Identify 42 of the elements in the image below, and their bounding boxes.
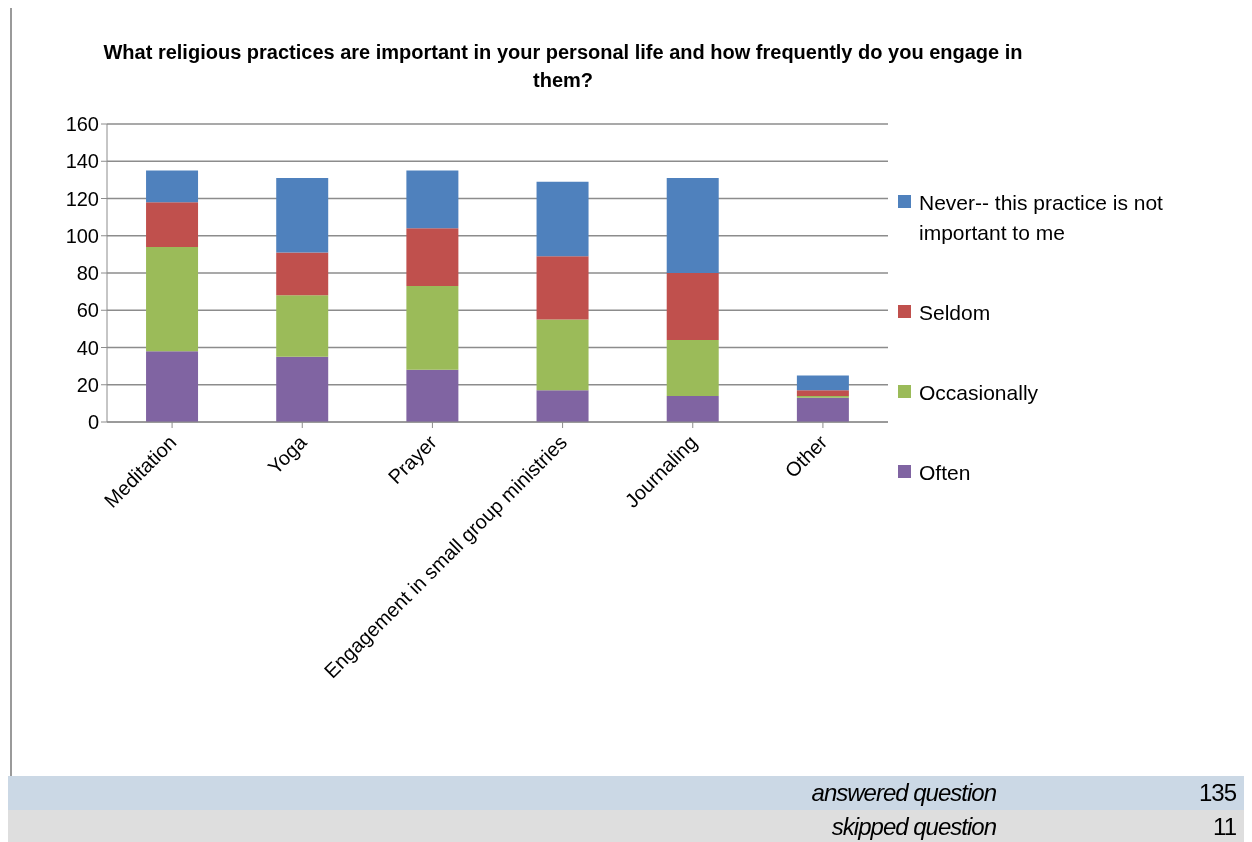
legend-label: Often xyxy=(919,460,971,486)
bar xyxy=(406,228,459,287)
legend-label: Seldom xyxy=(919,300,991,326)
bar xyxy=(406,369,459,422)
bar xyxy=(796,375,849,391)
bar xyxy=(796,390,849,396)
text: skipped question xyxy=(830,813,997,841)
bar xyxy=(666,395,719,422)
bar xyxy=(666,273,719,341)
bar xyxy=(146,246,199,352)
y-tick-label: 140 xyxy=(65,150,99,173)
y-tick-label: 100 xyxy=(65,224,99,247)
bar xyxy=(146,351,199,422)
bar xyxy=(406,286,459,370)
y-tick-label: 20 xyxy=(76,373,99,396)
bar xyxy=(666,340,719,396)
y-tick-label: 80 xyxy=(76,262,99,285)
text: answered question xyxy=(810,779,997,807)
text: 11 xyxy=(1212,813,1237,841)
bar xyxy=(146,202,199,247)
bar xyxy=(276,295,329,357)
bar xyxy=(536,319,589,391)
y-tick-label: 40 xyxy=(76,336,99,359)
y-tick-label: 120 xyxy=(65,187,99,210)
legend-label: Occasionally xyxy=(919,380,1039,406)
chart-title: What religious practices are important in your personal life and how frequently do you engage in them? xyxy=(102,40,1024,93)
y-tick-label: 0 xyxy=(87,411,99,434)
bar xyxy=(536,181,589,257)
bar xyxy=(276,178,329,253)
y-tick-label: 60 xyxy=(76,299,99,322)
bar xyxy=(276,356,329,422)
y-tick-label: 160 xyxy=(65,113,99,136)
bar xyxy=(536,390,589,422)
legend-label: Never-- this practice is not important to me xyxy=(919,190,1164,246)
text: 135 xyxy=(1197,779,1237,807)
bar xyxy=(796,397,849,422)
x-tick-label: Yoga xyxy=(263,430,312,479)
bar xyxy=(666,178,719,273)
bar xyxy=(276,252,329,296)
bar xyxy=(146,170,199,203)
bar xyxy=(536,256,589,320)
bar xyxy=(406,170,459,229)
